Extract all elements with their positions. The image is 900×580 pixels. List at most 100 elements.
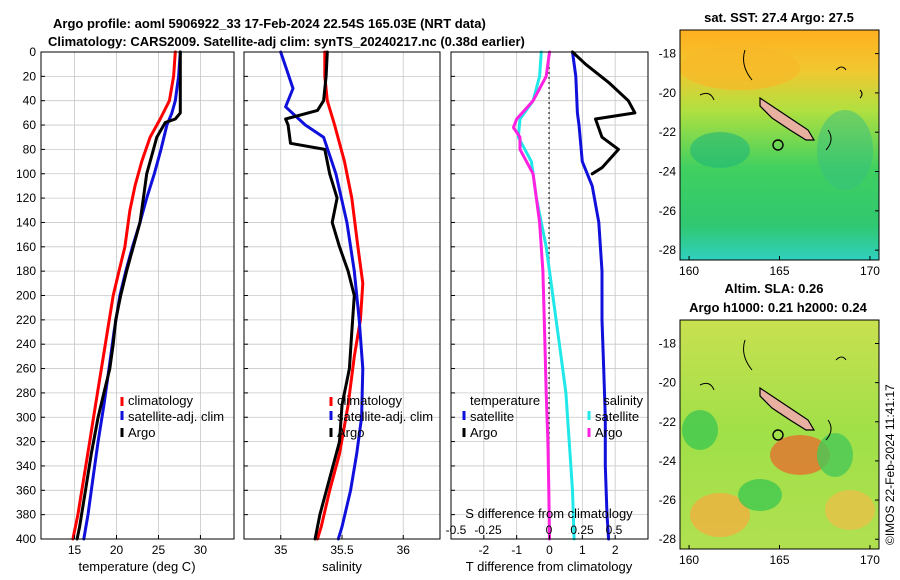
sla-map: Altim. SLA: 0.26 Argo h1000: 0.21 h2000:… (659, 281, 881, 567)
difference-panel: -2 -1 0 1 2 T difference from climatology S … (446, 50, 649, 574)
depth-tick-label: 40 (23, 94, 37, 108)
map-x-tick-label: 160 (679, 553, 699, 567)
x-tick-label: 30 (194, 543, 208, 557)
x-tick-label: 25 (152, 543, 166, 557)
depth-tick-label: 220 (16, 313, 36, 327)
depth-tick-label: 180 (16, 264, 36, 278)
series-argo (284, 50, 356, 541)
sla-low-patch (682, 410, 718, 450)
legend-s-satellite-label: satellite (595, 409, 639, 424)
sst-map: sat. SST: 27.4 Argo: 27.5 160 165 170 -18 -2… (659, 10, 881, 278)
coastline (699, 49, 863, 151)
x-tick-label: 36 (397, 543, 411, 557)
map-y-tick-label: -26 (659, 204, 677, 218)
s-difference-ticks: -0.5 -0.25 0 0.25 0.5 (446, 523, 623, 537)
legend-climatology-label: climatology (128, 393, 194, 408)
depth-tick-label: 20 (23, 69, 37, 83)
depth-tick-label: 0 (29, 45, 36, 59)
depth-axis: 0 20 40 60 80 100 120 140 160 180 200 220 240 260 280 3… (16, 45, 36, 546)
x-tick-label: 0 (546, 543, 553, 557)
legend-salinity-title: salinity (603, 393, 643, 408)
s-tick: -0.25 (474, 523, 502, 537)
s-tick: 0.25 (570, 523, 594, 537)
legend-t-argo-label: Argo (470, 425, 497, 440)
depth-tick-label: 300 (16, 410, 36, 424)
t-difference-xlabel: T difference from climatology (466, 559, 633, 574)
salinity-panel: 35 35.5 36 salinity climatology satellite-… (243, 50, 441, 574)
s-tick: -0.5 (446, 523, 467, 537)
sla-high-patch (825, 490, 875, 530)
map-x-tick-label: 170 (860, 553, 880, 567)
depth-tick-label: 100 (16, 167, 36, 181)
map-y-tick-label: -28 (659, 532, 677, 546)
map-x-tick-label: 160 (679, 264, 699, 278)
depth-tick-label: 260 (16, 362, 36, 376)
temperature-legend: climatology satellite-adj. clim Argo (120, 393, 224, 440)
legend-temperature-title: temperature (470, 393, 540, 408)
map-y-tick-label: -18 (659, 47, 677, 61)
x-tick-label: 1 (579, 543, 586, 557)
title-line-2: Climatology: CARS2009. Satellite-adj cli… (48, 34, 525, 49)
coastline (699, 339, 847, 441)
map-x-tick-label: 170 (860, 264, 880, 278)
legend-s-argo-label: Argo (595, 425, 622, 440)
map-y-tick-label: -26 (659, 493, 677, 507)
new-caledonia-island (759, 386, 816, 431)
title-line-1: Argo profile: aoml 5906922_33 17-Feb-202… (53, 16, 486, 31)
temperature-xlabel: temperature (deg C) (78, 559, 195, 574)
x-tick-label: 15 (68, 543, 82, 557)
x-tick-label: -1 (511, 543, 522, 557)
series-climatology (71, 50, 177, 541)
map-y-tick-label: -22 (659, 415, 677, 429)
map-y-tick-label: -18 (659, 336, 677, 350)
map-x-tick-label: 165 (769, 264, 789, 278)
sst-cool-patch (817, 110, 873, 190)
sla-map-title-2: Argo h1000: 0.21 h2000: 0.24 (689, 300, 868, 315)
depth-tick-label: 80 (23, 142, 37, 156)
x-tick-label: -2 (478, 543, 489, 557)
x-tick-label: 35 (274, 543, 288, 557)
depth-tick-label: 160 (16, 240, 36, 254)
depth-tick-label: 140 (16, 215, 36, 229)
sla-high-patch (770, 435, 830, 475)
depth-tick-label: 320 (16, 435, 36, 449)
series-argo (75, 50, 182, 541)
series-climatology (316, 50, 365, 541)
credit-text: ©IMOS 22-Feb-2024 11:41:17 (883, 384, 897, 545)
x-tick-label: 20 (110, 543, 124, 557)
sla-low-patch (738, 479, 782, 511)
salinity-legend: climatology satellite-adj. clim Argo (329, 393, 433, 440)
map-y-tick-label: -24 (659, 165, 677, 179)
depth-tick-label: 360 (16, 483, 36, 497)
map-y-tick-label: -24 (659, 454, 677, 468)
depth-tick-label: 120 (16, 191, 36, 205)
s-difference-label: S difference from climatology (465, 506, 633, 521)
series-satellite-adj-clim (279, 50, 365, 541)
depth-tick-label: 380 (16, 508, 36, 522)
sst-cool-patch (690, 132, 750, 168)
map-y-tick-label: -28 (659, 243, 677, 257)
sla-high-patch (690, 493, 750, 537)
legend-satellite-label: satellite-adj. clim (337, 409, 433, 424)
map-y-tick-label: -20 (659, 376, 677, 390)
depth-tick-label: 240 (16, 337, 36, 351)
depth-tick-label: 200 (16, 289, 36, 303)
s-tick: 0 (546, 523, 553, 537)
x-tick-label: 2 (612, 543, 619, 557)
series-s-argo (511, 50, 551, 541)
argo-location-marker (772, 139, 784, 151)
series-t-argo (571, 50, 637, 176)
legend-satellite-label: satellite-adj. clim (128, 409, 224, 424)
sst-warm-patch (680, 46, 800, 90)
s-tick: 0.5 (606, 523, 623, 537)
depth-tick-label: 60 (23, 118, 37, 132)
legend-argo-label: Argo (128, 425, 155, 440)
legend-climatology-label: climatology (337, 393, 403, 408)
x-tick-label: 35.5 (330, 543, 354, 557)
argo-location-marker (772, 429, 784, 441)
legend-argo-label: Argo (337, 425, 364, 440)
depth-tick-label: 340 (16, 459, 36, 473)
salinity-xlabel: salinity (322, 559, 362, 574)
depth-tick-label: 400 (16, 532, 36, 546)
